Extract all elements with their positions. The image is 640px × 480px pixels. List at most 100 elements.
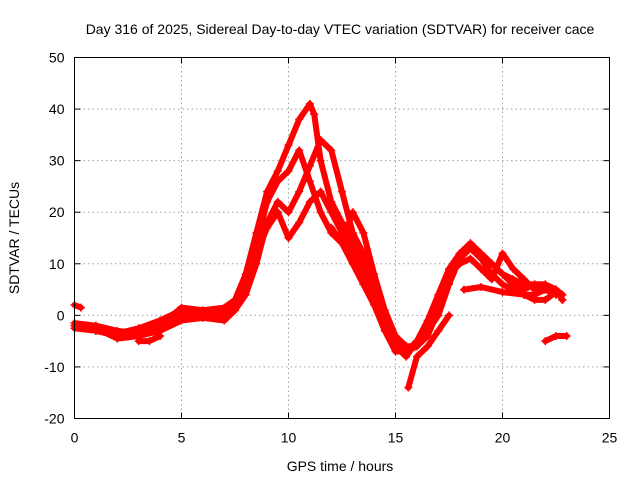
data-point-trace-c [477, 264, 486, 273]
x-tick-label: 15 [388, 430, 404, 446]
data-point-trace-d [273, 208, 282, 217]
data-point-trace-i [76, 303, 85, 312]
data-point-trace-b [295, 115, 304, 124]
series-layer [70, 99, 571, 392]
data-point-trace-e [338, 239, 346, 248]
data-point-trace-g [498, 288, 507, 297]
data-point-trace-b [487, 259, 496, 268]
data-point-trace-b [273, 166, 282, 175]
data-point-trace-d [305, 197, 314, 206]
data-point-trace-c [231, 306, 239, 315]
data-point-trace-d [295, 218, 304, 227]
data-point-trace-d [113, 326, 122, 335]
data-point-trace-j [134, 337, 143, 346]
data-point-trace-c [455, 259, 464, 268]
data-point-trace-d [455, 249, 464, 258]
data-point-trace-b [316, 156, 325, 165]
data-point-trace-b [252, 228, 261, 237]
data-point-trace-d [498, 280, 507, 289]
data-point-trace-d [380, 321, 389, 330]
data-point-trace-c [220, 316, 229, 325]
data-point-trace-d [220, 303, 229, 312]
data-point-trace-f [434, 326, 443, 335]
y-tick-label: 20 [49, 204, 65, 220]
data-point-trace-b [509, 275, 518, 284]
data-point-trace-b [305, 99, 314, 108]
x-tick-label: 20 [495, 430, 511, 446]
y-tick-label: 40 [49, 101, 65, 117]
data-point-trace-b [498, 270, 507, 279]
data-point-trace-d [241, 275, 250, 284]
data-point-trace-d [359, 270, 368, 279]
data-point-trace-e [359, 228, 368, 237]
series-line-trace-c [71, 137, 566, 350]
plot-frame [74, 57, 610, 419]
data-point-trace-c [402, 342, 411, 351]
data-point-trace-d [466, 244, 475, 253]
data-point-trace-f [445, 311, 453, 320]
chart-title: Day 316 of 2025, Sidereal Day-to-day VTE… [86, 21, 595, 37]
data-point-trace-b [310, 110, 319, 119]
data-point-trace-d [284, 234, 293, 242]
data-point-trace-d [134, 329, 143, 338]
data-point-trace-d [327, 208, 336, 217]
x-tick-label: 5 [178, 430, 186, 446]
data-point-trace-h [541, 337, 550, 346]
data-point-trace-d [252, 249, 261, 258]
data-point-trace-c [519, 275, 528, 284]
data-point-trace-c [338, 187, 346, 196]
data-point-trace-f [412, 352, 421, 361]
x-tick-label: 10 [281, 430, 297, 446]
data-point-trace-g [530, 295, 539, 304]
data-point-trace-j [156, 331, 165, 340]
data-point-trace-c [509, 264, 518, 273]
data-point-trace-d [91, 321, 100, 330]
data-point-trace-d [434, 290, 443, 299]
y-tick-label: 10 [49, 256, 65, 272]
data-point-trace-f [423, 342, 432, 351]
data-point-trace-d [412, 337, 421, 346]
data-point-trace-h [552, 331, 560, 340]
data-point-trace-e [391, 331, 400, 340]
data-point-trace-c [198, 313, 207, 322]
data-point-trace-d [316, 187, 325, 196]
x-axis-title: GPS time / hours [287, 458, 394, 474]
data-point-trace-c [305, 161, 314, 170]
data-point-trace-c [295, 187, 304, 196]
data-point-trace-d [156, 321, 165, 330]
data-point-trace-d [402, 352, 411, 361]
data-point-trace-c [113, 334, 122, 343]
data-point-trace-d [370, 295, 379, 304]
data-point-trace-d [263, 223, 272, 232]
y-tick-label: 50 [49, 50, 65, 66]
data-point-trace-d [541, 285, 550, 294]
data-point-trace-g [541, 295, 550, 304]
data-point-trace-c [273, 197, 282, 206]
data-point-trace-d [231, 295, 239, 304]
data-point-trace-h [562, 331, 571, 340]
y-tick-label: 0 [57, 307, 65, 323]
data-point-trace-g [519, 290, 528, 299]
data-point-trace-c [241, 290, 250, 299]
data-point-trace-a [316, 208, 325, 217]
data-point-trace-c [466, 254, 475, 263]
y-tick-label: -20 [44, 411, 64, 427]
data-point-trace-d [445, 264, 453, 273]
data-point-trace-d [198, 306, 207, 315]
data-point-trace-d [477, 254, 486, 263]
data-point-trace-a [305, 177, 314, 186]
data-point-trace-g [552, 288, 560, 297]
data-point-trace-f [404, 383, 413, 392]
data-point-trace-c [316, 136, 325, 145]
data-point-trace-d [348, 249, 357, 258]
data-point-trace-d [423, 316, 432, 325]
data-point-trace-d [391, 342, 400, 351]
data-point-trace-e [370, 270, 379, 279]
data-point-trace-b [284, 141, 293, 150]
data-point-trace-c [284, 208, 293, 217]
data-point-trace-c [498, 249, 507, 258]
series-line-trace-d [71, 188, 566, 360]
data-point-trace-a [295, 146, 304, 155]
